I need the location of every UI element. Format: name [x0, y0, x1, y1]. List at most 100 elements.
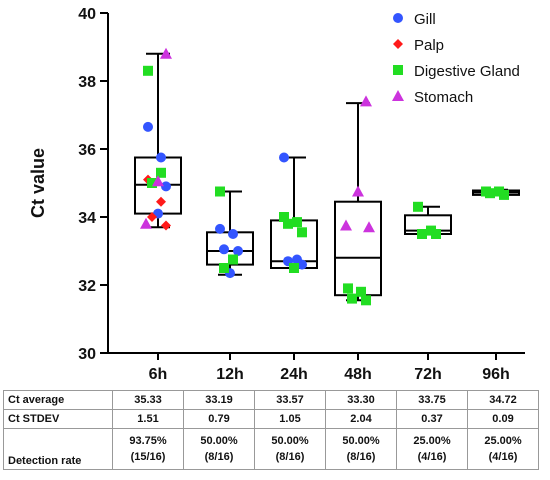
point-gill — [215, 223, 225, 234]
point-digestive-gland — [215, 186, 225, 197]
table-cell: 34.72 — [467, 390, 539, 410]
point-stomach — [340, 219, 352, 231]
point-palp — [147, 212, 157, 222]
legend-marker — [393, 65, 403, 75]
summary-table: Ct average 35.33 33.19 33.57 33.30 33.75… — [3, 390, 539, 470]
table-cell: 0.09 — [467, 409, 539, 429]
point-gill — [279, 152, 289, 163]
box — [334, 200, 382, 297]
table-cell: 0.79 — [183, 409, 255, 429]
y-tick-label: 38 — [78, 74, 96, 91]
x-tick-label: 96h — [482, 366, 510, 383]
y-tick-label: 40 — [78, 6, 96, 23]
count-value: (4/16) — [488, 451, 518, 463]
point-digestive-gland — [289, 263, 299, 273]
legend-label: Digestive Gland — [414, 63, 520, 80]
legend-label: Stomach — [414, 89, 473, 106]
x-tick-label: 6h — [149, 366, 168, 383]
point-digestive-gland — [219, 263, 229, 273]
point-gill — [297, 259, 307, 270]
table-cell: 25.00% (4/16) — [467, 428, 539, 470]
rate-value: 50.00% — [342, 435, 380, 447]
point-stomach — [363, 221, 375, 233]
point-digestive-gland — [143, 65, 153, 76]
detection-rate-label: Detection rate — [8, 455, 82, 467]
point-digestive-gland — [413, 201, 423, 212]
table-cell: 50.00% (8/16) — [254, 428, 326, 470]
point-gill — [233, 246, 243, 256]
x-tick-label: 72h — [414, 366, 442, 383]
y-tick-label: 36 — [78, 142, 96, 159]
table-cell: 33.30 — [325, 390, 397, 410]
table-cell: 33.57 — [254, 390, 326, 410]
point-digestive-gland — [499, 189, 509, 200]
legend-marker — [393, 13, 403, 23]
legend-marker — [393, 39, 403, 49]
table-cell: 0.37 — [396, 409, 468, 429]
point-stomach — [352, 185, 364, 197]
point-digestive-gland — [347, 293, 357, 304]
point-digestive-gland — [485, 188, 495, 199]
legend-marker — [392, 90, 404, 101]
point-digestive-gland — [228, 254, 238, 265]
table-cell: 50.00% (8/16) — [183, 428, 255, 470]
row-label: Detection rate — [3, 428, 113, 470]
table-cell: 2.04 — [325, 409, 397, 429]
y-tick-label: 34 — [78, 210, 96, 227]
point-gill — [161, 181, 171, 192]
count-value: (8/16) — [275, 451, 305, 463]
point-digestive-gland — [297, 227, 307, 238]
count-value: (15/16) — [130, 451, 166, 463]
point-digestive-gland — [356, 286, 366, 297]
point-stomach — [140, 217, 152, 229]
point-digestive-gland — [147, 178, 157, 188]
point-digestive-gland — [417, 229, 427, 239]
table-cell: 1.51 — [112, 409, 184, 429]
y-tick-label: 32 — [78, 278, 96, 295]
point-digestive-gland — [279, 212, 289, 222]
point-stomach — [360, 95, 372, 107]
point-digestive-gland — [283, 218, 293, 229]
point-gill — [143, 121, 153, 132]
y-tick-label: 30 — [78, 346, 96, 363]
legend-label: Palp — [414, 37, 444, 54]
point-digestive-gland — [343, 283, 353, 294]
legend-label: Gill — [414, 11, 436, 28]
table-cell: 1.05 — [254, 409, 326, 429]
point-gill — [228, 229, 238, 239]
table-row-detection-rate: Detection rate 93.75% (15/16) 50.00% (8/16… — [3, 428, 539, 470]
point-stomach — [152, 175, 164, 187]
point-gill — [156, 152, 166, 163]
x-tick-label: 48h — [344, 366, 372, 383]
point-digestive-gland — [292, 217, 302, 228]
point-stomach — [160, 47, 172, 59]
rate-value: 25.00% — [484, 435, 522, 447]
table-cell: 93.75% (15/16) — [112, 428, 184, 470]
x-tick-label: 24h — [280, 366, 308, 383]
table-cell: 33.75 — [396, 390, 468, 410]
point-digestive-gland — [361, 295, 371, 306]
table-cell: 25.00% (4/16) — [396, 428, 468, 470]
point-palp — [161, 220, 171, 231]
row-label: Ct STDEV — [3, 409, 113, 429]
rate-value: 25.00% — [413, 435, 451, 447]
table-cell: 35.33 — [112, 390, 184, 410]
count-value: (8/16) — [346, 451, 376, 463]
point-palp — [156, 196, 166, 207]
rate-value: 50.00% — [271, 435, 309, 447]
row-label: Ct average — [3, 390, 113, 410]
table-cell: 33.19 — [183, 390, 255, 410]
x-tick-label: 12h — [216, 366, 244, 383]
y-axis-label: Ct value — [28, 148, 48, 218]
rate-value: 50.00% — [200, 435, 238, 447]
table-row-ct-average: Ct average 35.33 33.19 33.57 33.30 33.75… — [3, 390, 539, 410]
point-digestive-gland — [156, 167, 166, 178]
count-value: (8/16) — [204, 451, 234, 463]
table-row-ct-stdev: Ct STDEV 1.51 0.79 1.05 2.04 0.37 0.09 — [3, 409, 539, 429]
count-value: (4/16) — [417, 451, 447, 463]
rate-value: 93.75% — [129, 435, 167, 447]
point-gill — [219, 244, 229, 255]
table-cell: 50.00% (8/16) — [325, 428, 397, 470]
point-digestive-gland — [431, 229, 441, 239]
